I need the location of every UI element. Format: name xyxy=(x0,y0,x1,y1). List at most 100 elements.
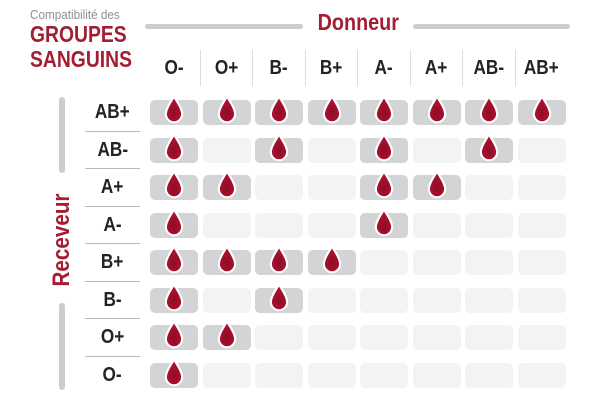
blood-drop-icon xyxy=(164,320,184,349)
matrix-cell xyxy=(255,325,303,350)
receiver-row-label: O- xyxy=(85,363,140,388)
compatibility-matrix xyxy=(150,95,566,388)
donor-col-header: A+ xyxy=(413,50,461,86)
donor-col-header-text: A- xyxy=(374,56,394,79)
blood-drop-icon xyxy=(164,283,184,311)
matrix-cell xyxy=(150,95,198,125)
matrix-cell xyxy=(465,133,513,163)
receiver-row-label: O+ xyxy=(85,325,140,350)
row-separator xyxy=(85,280,140,282)
receiver-row-label: B- xyxy=(85,288,140,313)
matrix-cell xyxy=(255,95,303,125)
donor-axis-label-text: Donneur xyxy=(317,9,399,35)
matrix-cell xyxy=(465,325,513,350)
blood-drop-icon xyxy=(427,95,446,124)
matrix-cell xyxy=(360,95,408,125)
matrix-cell xyxy=(255,362,303,388)
matrix-cell xyxy=(150,245,198,275)
matrix-cell xyxy=(202,95,251,125)
blood-drop-icon xyxy=(322,95,341,124)
receiver-row-label-text: B- xyxy=(103,288,122,311)
donor-col-header-text: A+ xyxy=(425,56,448,79)
blood-drop-icon xyxy=(269,245,289,274)
matrix-cell xyxy=(307,245,356,275)
matrix-cell xyxy=(150,283,198,313)
blood-drop-icon xyxy=(217,170,236,199)
matrix-cell xyxy=(412,287,461,313)
matrix-cell xyxy=(307,175,356,200)
row-separator xyxy=(85,130,140,132)
matrix-cell xyxy=(360,170,408,200)
blood-drop-icon xyxy=(164,245,184,274)
blood-drop-icon xyxy=(217,320,236,349)
matrix-cell xyxy=(307,212,356,238)
column-separator xyxy=(409,50,411,86)
blood-drop-icon xyxy=(322,245,341,274)
matrix-cell xyxy=(412,325,461,350)
donor-col-header: B+ xyxy=(308,50,356,86)
matrix-cell xyxy=(307,95,356,125)
matrix-cell xyxy=(307,362,356,388)
blood-drop-icon xyxy=(479,133,499,161)
matrix-cell xyxy=(465,362,513,388)
column-separator xyxy=(252,50,254,86)
chart-title-line1: GROUPES xyxy=(30,21,127,47)
matrix-cell xyxy=(517,362,566,388)
matrix-cell xyxy=(255,212,303,238)
matrix-cell xyxy=(307,137,356,163)
chart-subtitle: Compatibilité des xyxy=(30,7,120,22)
donor-col-header-text: AB+ xyxy=(524,56,559,79)
matrix-cell xyxy=(360,287,408,313)
column-separator xyxy=(304,50,306,86)
donor-col-header-text: AB- xyxy=(473,56,505,79)
receiver-row-label-text: O+ xyxy=(100,326,125,348)
donor-col-header: B- xyxy=(255,50,303,86)
donor-col-header: AB- xyxy=(465,50,513,86)
receiver-axis-line-bottom xyxy=(59,303,65,390)
blood-drop-icon xyxy=(269,133,289,161)
receiver-row-label: A- xyxy=(85,213,140,238)
donor-col-header: AB+ xyxy=(518,50,566,86)
matrix-cell xyxy=(465,212,513,238)
matrix-cell xyxy=(150,133,198,163)
receiver-row-label-text: B+ xyxy=(101,251,124,273)
column-separator xyxy=(514,50,516,86)
receiver-row-label: A+ xyxy=(85,175,140,200)
matrix-cell xyxy=(412,212,461,238)
matrix-cell xyxy=(517,287,566,313)
matrix-cell xyxy=(150,358,198,388)
matrix-cell xyxy=(150,170,198,200)
receiver-row-label-text: A+ xyxy=(101,176,124,198)
donor-col-header-text: B+ xyxy=(320,56,343,79)
matrix-cell xyxy=(360,250,408,275)
blood-drop-icon xyxy=(217,245,236,274)
blood-drop-icon xyxy=(164,358,184,386)
blood-drop-icon xyxy=(374,170,394,199)
matrix-cell xyxy=(202,137,251,163)
matrix-cell xyxy=(412,250,461,275)
matrix-cell xyxy=(412,95,461,125)
row-separator xyxy=(85,243,140,245)
blood-drop-icon xyxy=(164,208,184,236)
blood-drop-icon xyxy=(532,95,551,124)
row-separator xyxy=(85,168,140,170)
blood-drop-icon xyxy=(427,170,446,199)
receiver-row-label-text: O- xyxy=(102,363,123,386)
receiver-row-label-text: A- xyxy=(103,213,122,236)
donor-axis-label: Donneur xyxy=(303,9,413,36)
blood-drop-icon xyxy=(217,95,236,124)
receiver-axis-line-top xyxy=(59,97,65,173)
matrix-cell xyxy=(202,287,251,313)
matrix-cell xyxy=(360,133,408,163)
blood-drop-icon xyxy=(269,95,289,124)
matrix-cell xyxy=(517,95,566,125)
matrix-cell xyxy=(360,208,408,238)
matrix-cell xyxy=(202,245,251,275)
matrix-cell xyxy=(517,175,566,200)
matrix-cell xyxy=(202,320,251,350)
row-separator xyxy=(85,318,140,320)
donor-column-headers: O- O+ B- B+ A- A+ AB- AB+ xyxy=(150,50,566,86)
matrix-cell xyxy=(150,208,198,238)
column-separator xyxy=(462,50,464,86)
